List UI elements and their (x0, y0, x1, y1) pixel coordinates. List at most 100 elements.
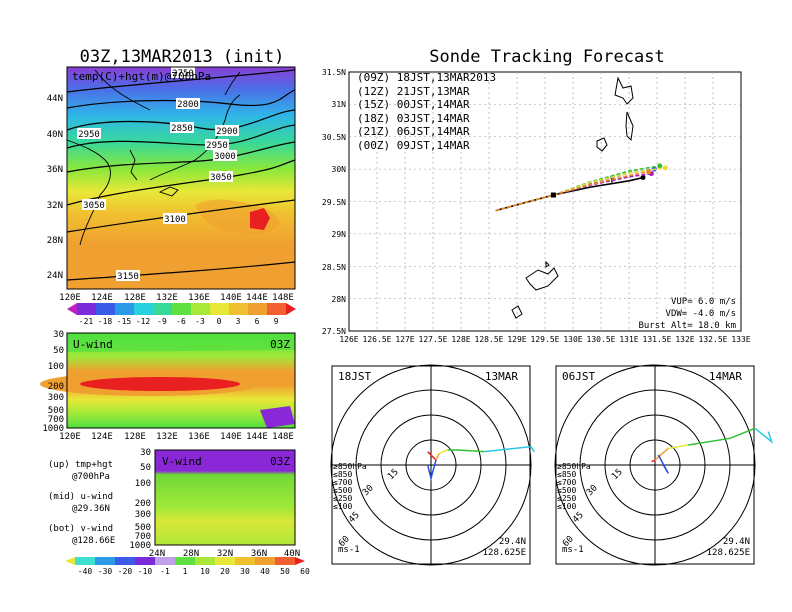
colorbar-label: -30 (98, 567, 113, 576)
colorbar-label: 20 (220, 567, 230, 576)
colorbar-label: 30 (240, 567, 250, 576)
colorbar-label: -12 (136, 317, 151, 326)
lon-label: 132E (156, 432, 178, 442)
v-wind-panel: V-wind 03Z 30 50 100 200 300 500 700 100… (129, 448, 300, 559)
track-line (495, 170, 649, 212)
v-wind-time: 03Z (270, 455, 290, 468)
colorbar-label: -1 (160, 567, 170, 576)
tracking-params: VUP= 6.0 m/s VDW= -4.0 m/s Burst Alt= 18… (638, 297, 736, 331)
lat-label: 32N (47, 201, 63, 211)
pressure-label: 200 (48, 382, 64, 392)
tracking-x-labels: 126E 126.5E 127E 127.5E 128E 128.5E 129E… (339, 335, 750, 344)
colorbar-label: 9 (274, 317, 279, 326)
lon-label: 130E (563, 335, 582, 344)
hodograph-ring (330, 364, 532, 566)
hodograph-line (484, 445, 535, 453)
field-label: temp(C)+hgt(m)@700hPa (72, 70, 211, 83)
u-wind-panel: U-wind 03Z 30 50 100 200 300 500 700 100… (40, 330, 296, 442)
lon-labels: 120E 124E 128E 132E 136E 140E 144E 148E (59, 293, 294, 303)
lon-label: 131E (619, 335, 638, 344)
hodograph-date: 14MAR (709, 370, 742, 383)
lon-label: 144E (246, 293, 268, 303)
lat-label: 36N (47, 165, 63, 175)
lat-label: 30.5N (322, 133, 346, 142)
lat-label: 28N (332, 295, 347, 304)
hodograph-line (447, 449, 485, 453)
lat-label: 24N (47, 271, 63, 281)
burst-point (640, 175, 646, 181)
pressure-label: 700 (48, 415, 64, 425)
level-label: ≤250 (333, 494, 352, 503)
islands (511, 76, 634, 319)
lon-label: 120E (59, 432, 81, 442)
hodograph-ring (554, 364, 756, 566)
lon-label: 132E (675, 335, 694, 344)
left-map-panel: 03Z,13MAR2013 (init) 2750 (47, 47, 296, 303)
hodograph-line (426, 459, 437, 482)
colorbar-label: 50 (280, 567, 290, 576)
contour-labels: 2750 2800 2850 2900 2950 2950 3000 3050 … (77, 67, 239, 282)
note-label: (mid) u-wind (48, 492, 113, 502)
tracking-legend: (09Z) 18JST,13MAR2013 (12Z) 21JST,13MAR … (357, 71, 496, 152)
level-label: ≤100 (557, 502, 576, 511)
contour-label: 3100 (164, 215, 186, 225)
lon-label: 140E (220, 432, 242, 442)
colorbar-label: -21 (79, 317, 94, 326)
lat-label: 40N (47, 130, 63, 140)
location-lon: 128.625E (483, 548, 526, 558)
wind-colorbar: -40 -30 -20 -10 -1 1 10 20 30 40 50 60 (65, 557, 310, 576)
level-label: ≥850hPa (333, 462, 367, 471)
lon-label: 144E (246, 432, 268, 442)
u-wind-time: 03Z (270, 338, 290, 351)
contour-label: 3000 (214, 152, 236, 162)
lon-label: 148E (272, 432, 294, 442)
hodograph-time: 06JST (562, 370, 595, 383)
colorbar-label: -40 (78, 567, 93, 576)
midpoint-marker (550, 192, 556, 198)
legend-entry: (12Z) 21JST,13MAR (357, 85, 470, 98)
lon-label: 128E (124, 432, 146, 442)
u-wind-title: U-wind (73, 338, 113, 351)
level-label: ≤850 (333, 470, 352, 479)
colorbar-label: 3 (236, 317, 241, 326)
colorbar-label: 6 (255, 317, 260, 326)
hodograph-line (754, 427, 774, 444)
hodograph-1: 18JST 13MAR 15 30 45 60 ≥850hPa ≤850 ≤70… (330, 364, 535, 566)
hodograph-line (439, 449, 448, 455)
lon-label: 127.5E (419, 335, 448, 344)
note-sub: @29.36N (72, 504, 110, 514)
lat-label: 29N (332, 230, 347, 239)
hodograph-line (657, 454, 669, 474)
level-label: ≤500 (557, 486, 576, 495)
pressure-label: 1000 (42, 424, 64, 434)
contour-label: 2900 (216, 127, 238, 137)
colorbar-label: 60 (300, 567, 310, 576)
colorbar-label: 0 (217, 317, 222, 326)
legend-entry: (18Z) 03JST,14MAR (357, 112, 470, 125)
location-lat: 29.4N (723, 537, 750, 547)
lon-label: 124E (91, 293, 113, 303)
level-label: ≥850hPa (557, 462, 591, 471)
param-burst: Burst Alt= 18.0 km (638, 321, 736, 331)
hodograph-line (435, 452, 441, 461)
lon-label: 127E (395, 335, 414, 344)
lon-label: 132E (156, 293, 178, 303)
contour-label: 2800 (177, 100, 199, 110)
lon-label: 136E (188, 432, 210, 442)
pressure-label: 50 (53, 346, 64, 356)
lon-label: 128E (451, 335, 470, 344)
lon-label: 126E (339, 335, 358, 344)
tracking-y-labels: 31.5N 31N 30.5N 30N 29.5N 29N 28.5N 28N … (322, 68, 346, 336)
level-label: ≤700 (333, 478, 352, 487)
note-sub: @128.66E (72, 536, 115, 546)
hodograph-line (688, 427, 756, 446)
contour-label: 2850 (171, 124, 193, 134)
pressure-label: 500 (135, 523, 151, 533)
colorbar-label: -18 (98, 317, 113, 326)
lon-label: 131.5E (643, 335, 672, 344)
lat-label: 28N (183, 549, 199, 559)
unit-label: ms-1 (562, 545, 584, 555)
warm-core (250, 208, 270, 230)
pressure-legend: ≥850hPa ≤850 ≤700 ≤500 ≤250 ≤100 (333, 462, 367, 511)
hodograph-line (668, 444, 689, 450)
